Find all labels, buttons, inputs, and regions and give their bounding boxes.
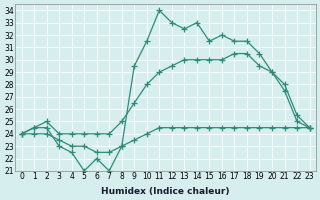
X-axis label: Humidex (Indice chaleur): Humidex (Indice chaleur) [101, 187, 230, 196]
